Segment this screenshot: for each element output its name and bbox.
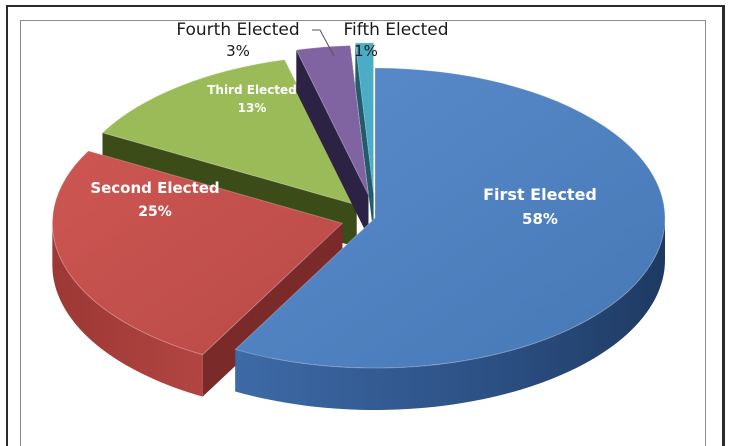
slice-top-second-elected: [51, 150, 344, 356]
slice-label-fourth-elected: Fourth Elected: [176, 20, 299, 40]
slice-value-third-elected: 13%: [238, 101, 267, 115]
slice-label-third-elected: Third Elected: [207, 83, 297, 97]
slice-value-first-elected: 58%: [522, 210, 558, 228]
slice-top-first-elected: [234, 67, 666, 369]
slice-first-elected: [234, 67, 666, 411]
slice-side-second-elected-0: [52, 223, 203, 397]
slice-fourth-elected: [295, 44, 369, 238]
slice-label-first-elected: First Elected: [483, 185, 597, 204]
leader-line-fourth-elected: [312, 29, 335, 57]
slice-value-fifth-elected: 1%: [354, 42, 378, 60]
slice-side-first-elected-0: [235, 218, 665, 411]
slice-label-fifth-elected: Fifth Elected: [344, 20, 449, 40]
slice-top-fourth-elected: [295, 44, 369, 196]
slice-top-third-elected: [101, 59, 358, 206]
frame-border-left: [6, 5, 8, 446]
slice-third-elected: [101, 59, 358, 247]
frame-border-top: [6, 5, 725, 7]
slice-label-second-elected: Second Elected: [90, 179, 219, 197]
slice-fifth-elected: [354, 42, 375, 235]
chart-area: [20, 20, 706, 446]
slice-value-fourth-elected: 3%: [226, 42, 250, 60]
slice-value-second-elected: 25%: [138, 204, 172, 220]
frame-border-right: [722, 5, 725, 446]
slice-wall-fifth-elected-0: [355, 43, 374, 235]
slice-wall-fourth-elected-0: [296, 49, 369, 238]
slice-top-fifth-elected: [354, 42, 375, 193]
